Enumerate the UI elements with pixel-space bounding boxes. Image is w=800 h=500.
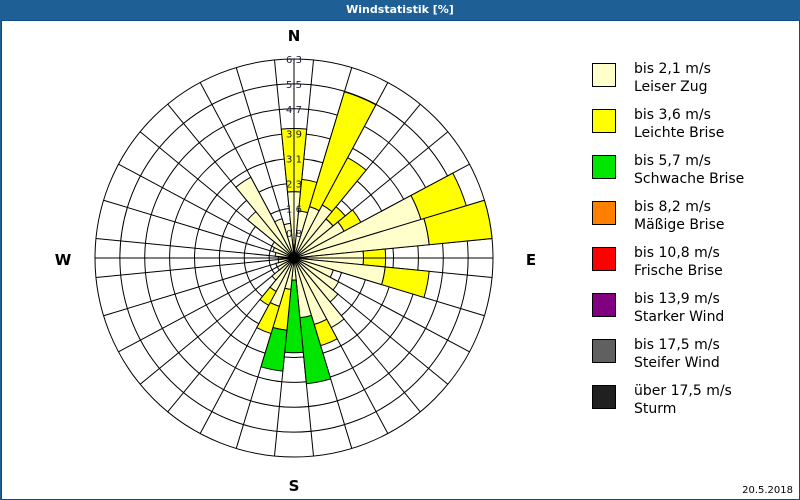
- legend-label: über 17,5 m/s Sturm: [634, 383, 732, 417]
- radial-tick-label: 0,8: [286, 229, 302, 240]
- wind-sector-bar: [381, 266, 430, 299]
- wind-sector-bar: [259, 286, 277, 307]
- radial-tick-label: 6,3: [286, 55, 302, 66]
- legend-label: bis 2,1 m/s Leiser Zug: [634, 61, 711, 95]
- compass-label-w: W: [55, 251, 72, 269]
- wind-rose-chart: 0,8 1,6 2,3 3,1 3,9 4,7 5,5 6,3 N E S W: [55, 27, 536, 495]
- chart-panel: 0,8 1,6 2,3 3,1 3,9 4,7 5,5 6,3 N E S W bis 2,1 m/s…: [1, 20, 800, 500]
- legend-label: bis 17,5 m/s Steifer Wind: [634, 337, 720, 371]
- radial-tick-label: 3,1: [286, 155, 302, 166]
- legend-swatch: [592, 385, 616, 409]
- wind-sector-bar: [283, 222, 295, 259]
- legend-label: bis 5,7 m/s Schwache Brise: [634, 153, 745, 187]
- compass-label-s: S: [289, 477, 300, 495]
- legend-label: bis 8,2 m/s Mäßige Brise: [634, 199, 725, 233]
- compass-label-e: E: [526, 251, 536, 269]
- compass-label-n: N: [288, 27, 301, 45]
- legend-swatch: [592, 247, 616, 271]
- radial-tick-label: 4,7: [286, 105, 302, 116]
- legend-swatch: [592, 339, 616, 363]
- legend-swatch: [592, 155, 616, 179]
- wind-sector-bar: [423, 199, 493, 246]
- legend-swatch: [592, 63, 616, 87]
- legend-label: bis 10,8 m/s Frische Brise: [634, 245, 723, 279]
- radial-tick-label: 2,3: [286, 179, 302, 190]
- legend-swatch: [592, 201, 616, 225]
- legend-label: bis 3,6 m/s Leichte Brise: [634, 107, 725, 141]
- wind-sector-bar: [260, 326, 288, 372]
- radial-tick-label: 1,6: [286, 204, 302, 215]
- legend-swatch: [592, 293, 616, 317]
- date-label: 20.5.2018: [742, 485, 793, 496]
- window-title: Windstatistik [%]: [0, 0, 800, 20]
- radial-tick-label: 5,5: [286, 80, 302, 91]
- legend-label: bis 13,9 m/s Starker Wind: [634, 291, 725, 325]
- radial-tick-label: 3,9: [286, 130, 302, 141]
- legend-swatch: [592, 109, 616, 133]
